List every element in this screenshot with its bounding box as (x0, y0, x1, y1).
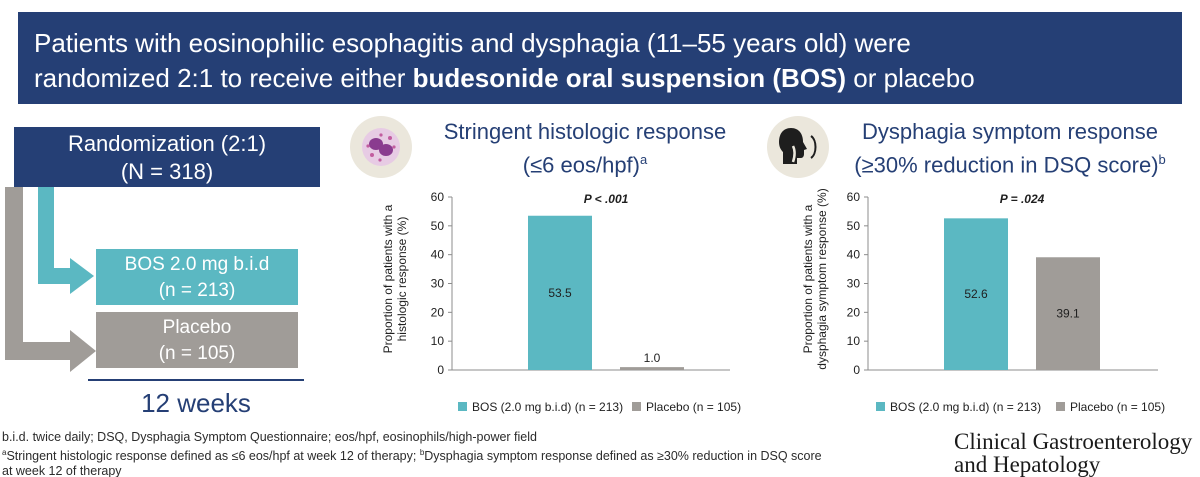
y-tick-label: 60 (847, 190, 861, 204)
footnote-marker-b: b (419, 448, 425, 457)
placebo-arm-box: Placebo (n = 105) (96, 312, 298, 368)
histologic-subtitle-line: (≤6 eos/hpf)a (420, 146, 750, 179)
journal-name-line-1: Clinical Gastroenterology (954, 429, 1193, 454)
bos-arm-n: (n = 213) (158, 280, 236, 301)
dysphagia-subtitle: (≥30% reduction in DSQ score) (854, 152, 1159, 178)
footnote-a: Stringent histologic response defined as… (6, 449, 420, 464)
footnote-abbreviations: b.i.d. twice daily; DSQ, Dysphagia Sympt… (2, 430, 537, 444)
randomization-n: (N = 318) (120, 159, 214, 184)
flow-arrows (5, 187, 96, 372)
bos-arm-box: BOS 2.0 mg b.i.d (n = 213) (96, 249, 298, 305)
y-tick-label: 60 (431, 190, 445, 204)
duration-divider (88, 379, 304, 381)
footnote-marker-a: a (2, 448, 7, 457)
y-tick-label: 10 (847, 334, 861, 348)
journal-name-line-2: and Hepatology (954, 452, 1101, 477)
bar (528, 215, 592, 370)
p-value-label: P < .001 (584, 192, 629, 206)
y-tick-label: 50 (847, 219, 861, 233)
bar (944, 218, 1008, 370)
histologic-footnote-marker: a (640, 152, 648, 167)
y-tick-label: 20 (847, 305, 861, 319)
dysphagia-y-axis-title-line-1: Proportion of patients with a (801, 204, 815, 354)
dysphagia-footnote-marker: b (1158, 152, 1166, 167)
dysphagia-y-axis-title: Proportion of patients with a dysphagia … (801, 169, 831, 389)
histologic-y-axis-title: Proportion of patients with a histologic… (381, 179, 411, 379)
footnote-b: Dysphagia symptom response defined as ≥3… (424, 449, 822, 464)
legend-label: BOS (2.0 mg b.i.d) (n = 213) (890, 400, 1041, 414)
y-tick-label: 30 (847, 277, 861, 291)
journal-logo: Clinical Gastroenterology and Hepatology (954, 430, 1194, 476)
banner-drug-name: budesonide oral suspension (BOS) (412, 63, 847, 93)
p-value-label: P = .024 (1000, 192, 1045, 206)
y-tick-label: 50 (431, 219, 445, 233)
legend-swatch (876, 402, 885, 411)
legend-label: Placebo (n = 105) (1070, 400, 1165, 414)
legend-label: BOS (2.0 mg b.i.d) (n = 213) (472, 400, 623, 414)
y-tick-label: 30 (431, 277, 445, 291)
dysphagia-response-chart: 0 10 20 30 40 50 60 52.6 39.1 P = .024 BOS (2.0 mg… (847, 190, 1165, 414)
y-tick-label: 0 (853, 363, 860, 377)
bar-value-label: 53.5 (548, 286, 572, 300)
bar-value-label: 1.0 (644, 351, 661, 365)
bar-value-label: 39.1 (1056, 307, 1080, 321)
histologic-response-chart: 0 10 20 30 40 50 60 53.5 1.0 P < .001 BOS (2.0 mg … (431, 190, 741, 414)
y-tick-label: 40 (847, 248, 861, 262)
bar (620, 367, 684, 370)
banner-line-1: Patients with eosinophilic esophagitis a… (34, 28, 911, 58)
y-tick-label: 40 (431, 248, 445, 262)
footnote-definitions: aStringent histologic response defined a… (2, 445, 882, 464)
dysphagia-title: Dysphagia symptom response (862, 119, 1158, 144)
footnotes: b.i.d. twice daily; DSQ, Dysphagia Sympt… (2, 430, 882, 477)
footnote-b-continued: at week 12 of therapy (2, 464, 122, 477)
swallowing-throat-icon (767, 116, 829, 178)
placebo-arm-n: (n = 105) (158, 343, 236, 364)
bar-value-label: 52.6 (964, 287, 988, 301)
legend-swatch (632, 402, 641, 411)
histologic-subtitle: (≤6 eos/hpf) (522, 152, 640, 178)
banner-line-2-prefix: randomized 2:1 to receive either (34, 63, 413, 93)
legend-label: Placebo (n = 105) (646, 400, 741, 414)
dysphagia-subtitle-line: (≥30% reduction in DSQ score)b (840, 146, 1180, 179)
banner-line-2: randomized 2:1 to receive either budeson… (34, 61, 1166, 96)
y-tick-label: 20 (431, 305, 445, 319)
bar (1036, 257, 1100, 370)
dysphagia-y-axis-title-line-2: dysphagia symptom response (%) (815, 188, 829, 370)
histologic-title: Stringent histologic response (443, 119, 727, 144)
bos-arrow (38, 187, 94, 294)
y-tick-label: 0 (437, 363, 444, 377)
histologic-y-axis-title-line-2: histologic response (%) (395, 216, 409, 342)
bos-arm-label: BOS 2.0 mg b.i.d (124, 254, 270, 275)
placebo-arrow (5, 187, 96, 372)
y-tick-label: 10 (431, 334, 445, 348)
histologic-y-axis-title-line-1: Proportion of patients with a (381, 204, 395, 354)
dysphagia-panel-title: Dysphagia symptom response (≥30% reducti… (840, 118, 1180, 179)
histologic-panel-title: Stringent histologic response (≤6 eos/hp… (420, 118, 750, 179)
eosinophil-cell-icon (350, 116, 412, 178)
legend-swatch (1056, 402, 1065, 411)
randomization-box: Randomization (2:1) (N = 318) (14, 127, 320, 187)
placebo-arm-label: Placebo (162, 317, 232, 338)
legend-swatch (458, 402, 467, 411)
header-banner: Patients with eosinophilic esophagitis a… (18, 12, 1182, 104)
duration-label: 12 weeks (141, 388, 251, 418)
banner-line-2-suffix: or placebo (846, 63, 975, 93)
randomization-label: Randomization (2:1) (67, 131, 267, 156)
